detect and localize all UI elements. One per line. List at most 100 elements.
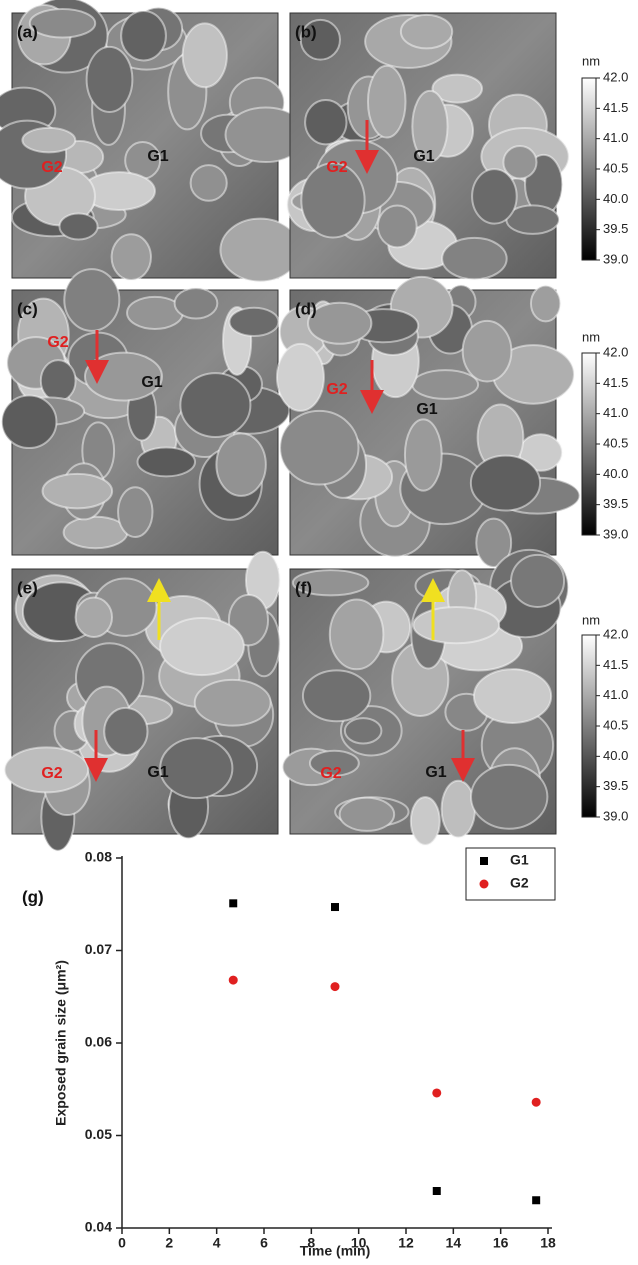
grain xyxy=(303,670,370,721)
panel-label: (d) xyxy=(295,299,317,318)
colorbar-unit: nm xyxy=(582,612,600,627)
colorbar-tick-label: 40.5 xyxy=(603,160,628,175)
x-tick-label: 16 xyxy=(493,1235,509,1251)
colorbar-tick-label: 41.0 xyxy=(603,130,628,145)
y-tick-label: 0.05 xyxy=(85,1126,112,1142)
grain xyxy=(474,669,551,723)
colorbar-tick-label: 41.5 xyxy=(603,100,628,115)
point xyxy=(229,899,237,907)
grain xyxy=(59,214,97,240)
grain-label: G2 xyxy=(326,159,347,176)
panel-label: (b) xyxy=(295,22,317,41)
figure: (a)G2G1(b)G2G1(c)G2G1(d)G2G1(e)G2G1(f)G2… xyxy=(0,0,638,1265)
colorbar-tick-label: 41.0 xyxy=(603,687,628,702)
legend-label: G1 xyxy=(510,852,529,868)
y-axis-title: Exposed grain size (μm²) xyxy=(53,960,69,1126)
grain xyxy=(220,219,300,282)
colorbar-unit: nm xyxy=(582,53,600,68)
colorbar-tick-label: 40.0 xyxy=(603,748,628,763)
grain xyxy=(183,23,227,87)
grain xyxy=(471,456,540,511)
grain-label: G1 xyxy=(413,148,434,165)
grain xyxy=(76,597,112,636)
point xyxy=(432,1088,441,1097)
legend-marker xyxy=(480,880,489,889)
colorbar-tick-label: 39.5 xyxy=(603,496,628,511)
grain xyxy=(41,360,76,401)
colorbar-tick-label: 39.5 xyxy=(603,778,628,793)
grain xyxy=(112,234,151,280)
grain xyxy=(472,169,517,223)
grain-label: G2 xyxy=(47,334,68,351)
grain-label: G1 xyxy=(147,148,168,165)
colorbar-tick-label: 40.0 xyxy=(603,466,628,481)
colorbar-tick-label: 41.5 xyxy=(603,375,628,390)
grain-label: G2 xyxy=(41,765,62,782)
grain xyxy=(442,238,507,279)
grain xyxy=(229,308,278,336)
grain xyxy=(345,718,382,743)
grain xyxy=(405,419,442,490)
grain xyxy=(195,680,271,726)
point xyxy=(433,1187,441,1195)
grain xyxy=(118,487,152,537)
grain-label: G1 xyxy=(147,764,168,781)
colorbar xyxy=(582,353,596,535)
afm-image xyxy=(0,0,306,282)
colorbar-tick-label: 39.0 xyxy=(603,526,628,541)
grain-label: G2 xyxy=(320,765,341,782)
grain xyxy=(308,303,371,344)
grain xyxy=(412,370,478,399)
colorbar-tick-label: 42.0 xyxy=(603,344,628,359)
afm-image xyxy=(287,13,569,279)
grain xyxy=(368,66,406,138)
grain-label: G1 xyxy=(141,374,162,391)
grain-label: G1 xyxy=(425,764,446,781)
grain xyxy=(340,798,395,831)
afm-image xyxy=(2,269,290,555)
grain xyxy=(330,599,384,669)
grain xyxy=(64,517,128,548)
grain xyxy=(401,15,452,49)
grain xyxy=(104,708,147,755)
colorbar-tick-label: 40.5 xyxy=(603,435,628,450)
colorbar-tick-label: 39.0 xyxy=(603,251,628,266)
grain xyxy=(191,165,227,201)
grain-label: G2 xyxy=(41,159,62,176)
grain-label: G1 xyxy=(416,401,437,418)
colorbar xyxy=(582,78,596,260)
y-tick-label: 0.08 xyxy=(85,849,112,865)
grain xyxy=(138,448,195,477)
grain xyxy=(442,781,475,838)
grain xyxy=(503,146,536,178)
grain xyxy=(43,474,113,508)
grain xyxy=(2,395,57,448)
grain xyxy=(216,433,265,495)
x-tick-label: 2 xyxy=(165,1235,173,1251)
grain xyxy=(378,205,417,247)
x-tick-label: 18 xyxy=(540,1235,556,1251)
panel-label: (g) xyxy=(22,887,44,906)
legend-marker xyxy=(480,857,488,865)
y-tick-label: 0.07 xyxy=(85,941,112,957)
grain xyxy=(280,411,358,485)
point xyxy=(331,982,340,991)
point xyxy=(331,903,339,911)
point xyxy=(229,976,238,985)
x-axis-title: Time (min) xyxy=(300,1243,371,1259)
point xyxy=(532,1098,541,1107)
x-tick-label: 0 xyxy=(118,1235,126,1251)
colorbar-tick-label: 42.0 xyxy=(603,626,628,641)
y-tick-label: 0.06 xyxy=(85,1034,112,1050)
grain xyxy=(411,797,440,845)
grain xyxy=(121,11,166,60)
grain xyxy=(160,618,244,675)
legend-label: G2 xyxy=(510,875,529,891)
afm-image xyxy=(5,552,280,851)
colorbar-tick-label: 41.0 xyxy=(603,405,628,420)
x-tick-label: 14 xyxy=(446,1235,462,1251)
grain xyxy=(277,344,324,411)
colorbar-unit: nm xyxy=(582,329,600,344)
grain xyxy=(30,9,95,37)
grain-label: G2 xyxy=(326,381,347,398)
